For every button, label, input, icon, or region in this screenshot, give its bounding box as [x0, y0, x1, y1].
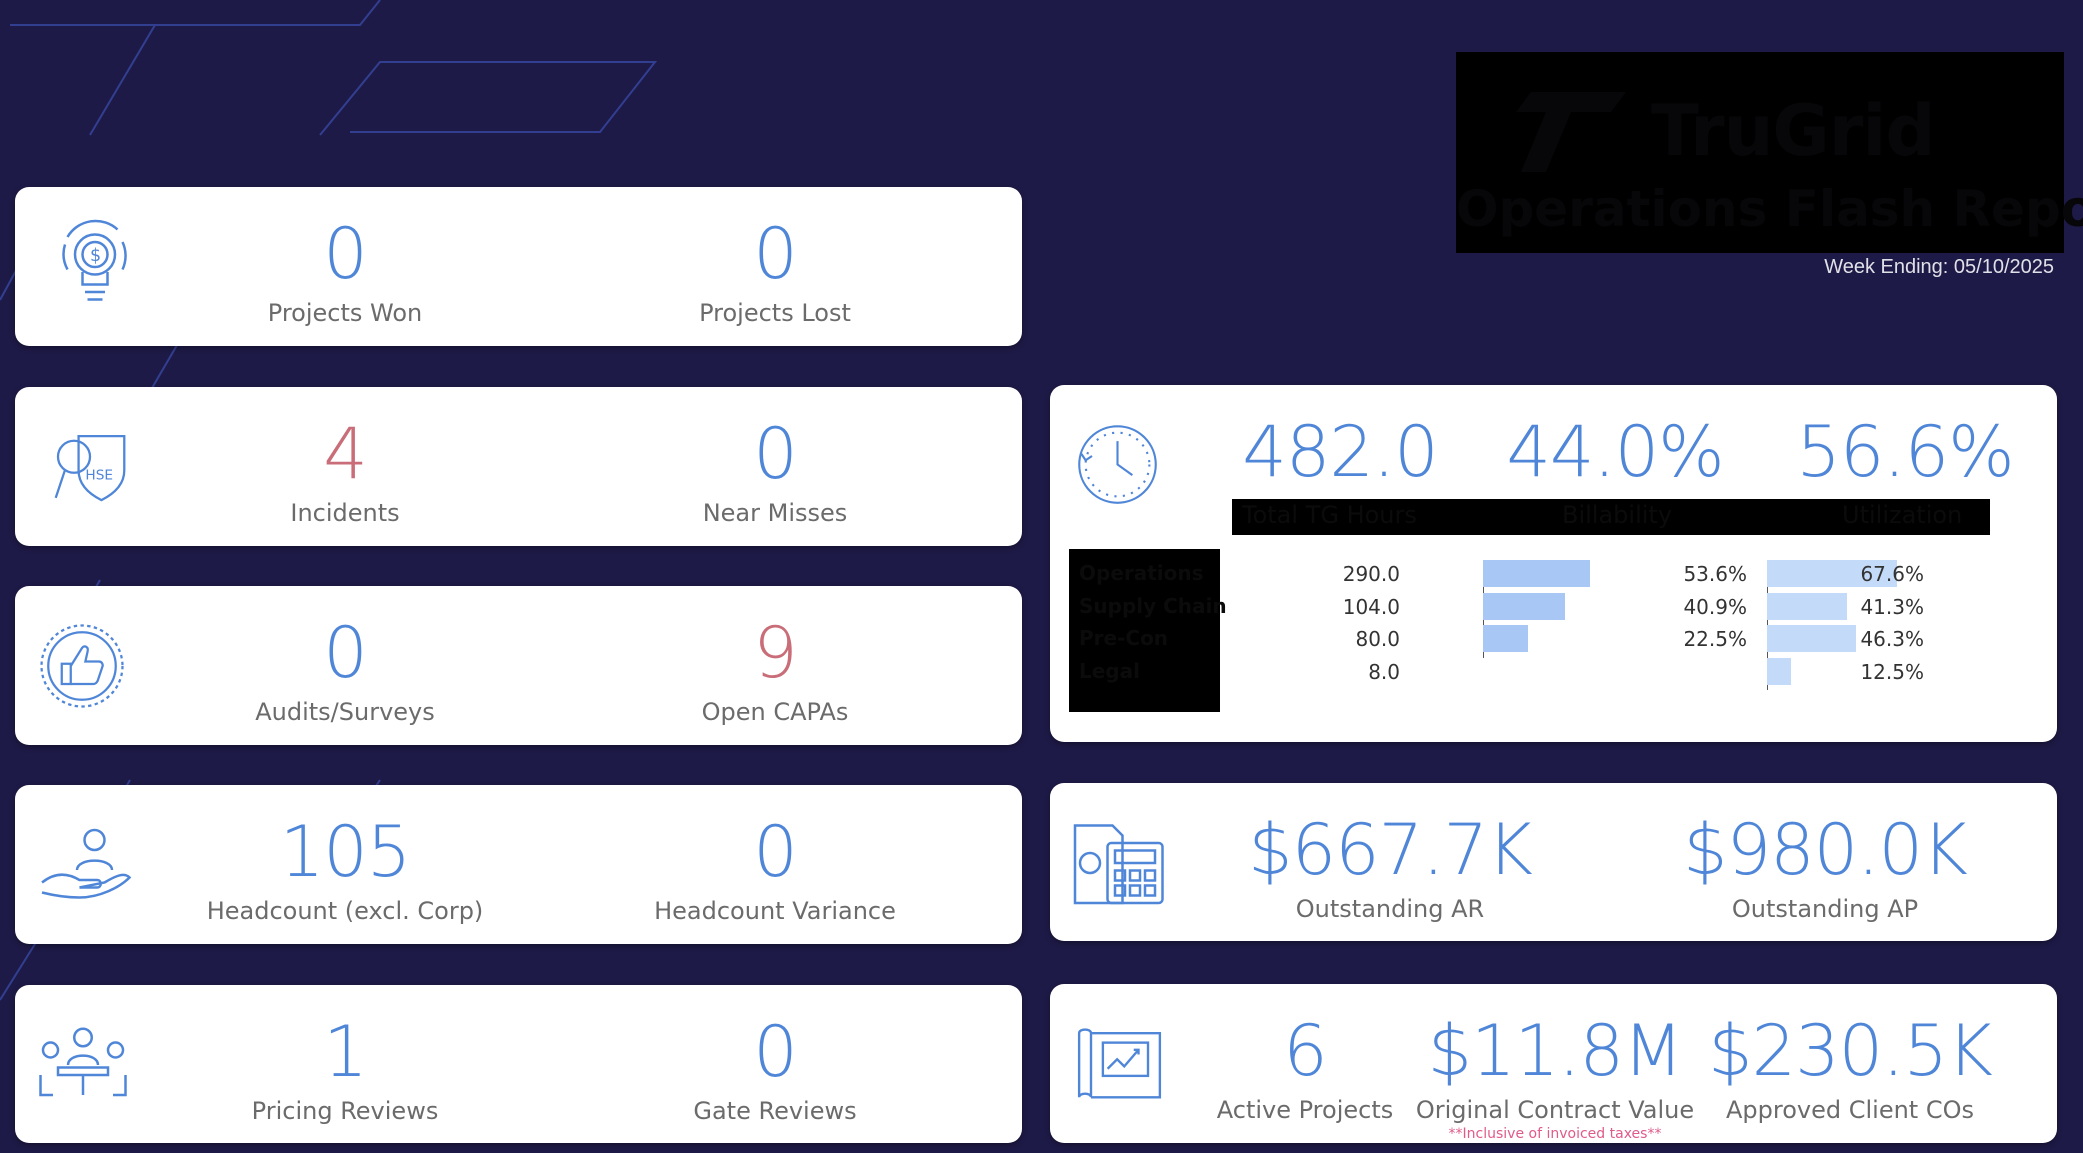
billability-cell: 22.5%: [1683, 627, 1747, 651]
utilization-cell: 67.6%: [1860, 562, 1924, 586]
gate-reviews-label: Gate Reviews: [693, 1097, 857, 1125]
projects-lost-value: 0: [753, 213, 798, 295]
financial-report-icon: [1070, 818, 1170, 908]
open-capas-value: 9: [753, 612, 798, 694]
meeting-icon: [33, 1025, 133, 1105]
hours-cell: 104.0: [1342, 594, 1400, 619]
incidents-label: Incidents: [290, 499, 400, 527]
original-contract-label: Original Contract Value: [1415, 1096, 1695, 1124]
approved-cos-label: Approved Client COs: [1725, 1096, 1974, 1124]
billability-label: Billability: [1562, 501, 1673, 529]
finance-card: $667.7K Outstanding AR $980.0K Outstandi…: [1050, 783, 2057, 941]
brand-name: TruGrid: [1651, 90, 1935, 172]
week-ending: Week Ending: 05/10/2025: [1824, 256, 2054, 278]
hse-shield-icon: HSE: [40, 427, 140, 507]
trugrid-logo-icon: [1516, 92, 1626, 172]
contracts-card: 6 Active Projects $11.8M Original Contra…: [1050, 984, 2057, 1143]
hand-person-icon: [37, 825, 137, 905]
audits-label: Audits/Surveys: [255, 698, 435, 726]
original-contract-value: $11.8M: [1427, 1010, 1684, 1092]
department-label: Operations: [1079, 561, 1204, 585]
billability-cell: 53.6%: [1683, 562, 1747, 586]
approved-cos-value: $230.5K: [1708, 1010, 1993, 1092]
near-misses-label: Near Misses: [702, 499, 848, 527]
utilization-cell: 41.3%: [1860, 594, 1924, 619]
department-label: Pre-Con: [1079, 626, 1169, 650]
report-title: Operations Flash Report: [1456, 180, 2083, 238]
utilization-bar: [1767, 625, 1857, 652]
gate-reviews-value: 0: [753, 1011, 798, 1093]
billability-bar: [1483, 592, 1565, 620]
clock-icon: [1075, 422, 1160, 507]
active-projects-label: Active Projects: [1216, 1096, 1394, 1124]
near-misses-value: 0: [753, 413, 798, 495]
utilization-bar: [1767, 657, 1792, 685]
billability-bar: [1483, 560, 1591, 587]
headcount-variance-label: Headcount Variance: [654, 897, 896, 925]
safety-card: HSE 4 Incidents 0 Near Misses: [15, 387, 1022, 546]
open-capas-label: Open CAPAs: [701, 698, 849, 726]
lightbulb-dollar-icon: $: [40, 217, 150, 317]
department-label: Legal: [1079, 659, 1140, 683]
svg-text:$: $: [90, 246, 101, 266]
blueprint-chart-icon: [1072, 1024, 1167, 1104]
outstanding-ap-value: $980.0K: [1683, 809, 1968, 891]
billability-cell: 40.9%: [1683, 594, 1747, 619]
headcount-variance-value: 0: [753, 811, 798, 893]
incidents-value: 4: [323, 413, 368, 495]
utilization-value: 56.6%: [1796, 411, 2014, 493]
brand-header: TruGrid Operations Flash Report: [1456, 52, 2083, 253]
utilization-bar: [1767, 592, 1847, 620]
reviews-card: 1 Pricing Reviews 0 Gate Reviews: [15, 985, 1022, 1143]
pricing-reviews-label: Pricing Reviews: [251, 1097, 439, 1125]
thumbs-up-icon: [37, 621, 127, 711]
headcount-card: 105 Headcount (excl. Corp) 0 Headcount V…: [15, 785, 1022, 944]
department-list: Operations Supply Chain Pre-Con Legal: [1069, 549, 1227, 712]
billability-value: 44.0%: [1506, 411, 1724, 493]
department-label: Supply Chain: [1079, 594, 1227, 618]
audits-value: 0: [323, 612, 368, 694]
total-hours-value: 482.0: [1242, 411, 1438, 493]
headcount-value: 105: [279, 811, 412, 893]
svg-text:HSE: HSE: [85, 468, 113, 484]
projects-won-label: Projects Won: [267, 299, 423, 327]
projects-won-value: 0: [323, 213, 368, 295]
outstanding-ar-value: $667.7K: [1248, 809, 1533, 891]
billability-bar: [1483, 625, 1528, 652]
hours-cell: 290.0: [1342, 562, 1400, 586]
tax-footnote: **Inclusive of invoiced taxes**: [1448, 1126, 1662, 1142]
utilization-cell: 46.3%: [1860, 627, 1924, 651]
hours-cell: 8.0: [1368, 659, 1400, 684]
projects-card: $ 0 Projects Won 0 Projects Lost: [15, 187, 1022, 346]
pricing-reviews-value: 1: [323, 1011, 368, 1093]
total-hours-label: Total TG Hours: [1242, 501, 1417, 529]
utilization-bar: [1767, 560, 1898, 587]
headcount-label: Headcount (excl. Corp): [206, 897, 484, 925]
utilization-label: Utilization: [1842, 501, 1963, 529]
hours-cell: 80.0: [1355, 627, 1400, 651]
active-projects-value: 6: [1283, 1010, 1328, 1092]
hours-header-bar: Total TG Hours Billability Utilization: [1232, 499, 1990, 535]
projects-lost-label: Projects Lost: [699, 299, 851, 327]
outstanding-ar-label: Outstanding AR: [1295, 895, 1485, 923]
utilization-cell: 12.5%: [1860, 659, 1924, 684]
quality-card: 0 Audits/Surveys 9 Open CAPAs: [15, 586, 1022, 745]
outstanding-ap-label: Outstanding AP: [1731, 895, 1919, 923]
